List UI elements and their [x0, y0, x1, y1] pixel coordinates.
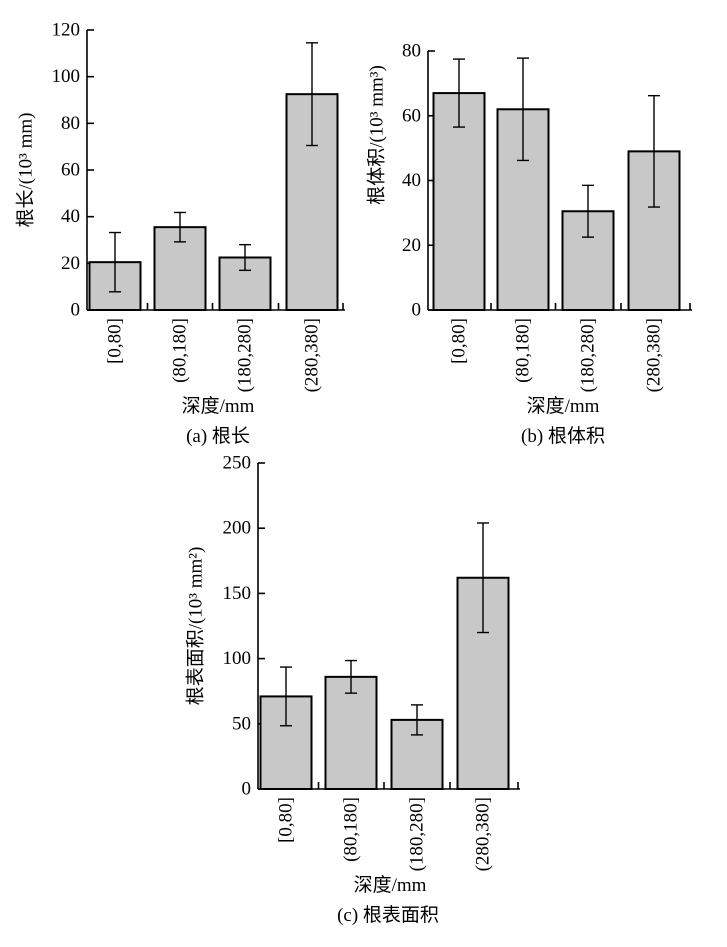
y-tick-label-a: 40	[61, 206, 80, 227]
y-tick-label-c: 50	[232, 713, 251, 734]
x-tick-label-c-1: (80,180]	[341, 797, 362, 862]
caption-b: (b) 根体积	[521, 425, 605, 447]
y-axis-label-b: 根体积/(10³ mm³)	[365, 65, 387, 205]
x-tick-label-a-2: (180,280]	[235, 318, 256, 392]
x-axis-label-c: 深度/mm	[354, 874, 427, 896]
panel-c-root-surface-area: 根表面积/(10³ mm²) 深度/mm (c) 根表面积 0 50 100 150 2…	[184, 453, 520, 926]
y-tick-label-c: 150	[223, 583, 252, 604]
bar-b-0	[432, 92, 486, 312]
y-tick-label-b: 0	[412, 300, 422, 321]
x-tick-label-c-2: (180,280]	[407, 797, 428, 871]
x-axis-label-b: 深度/mm	[527, 395, 600, 417]
y-tick-label-c: 250	[223, 453, 252, 474]
y-tick-label-a: 60	[61, 160, 80, 181]
caption-a: (a) 根长	[186, 425, 250, 447]
y-tick-label-a: 100	[52, 66, 81, 87]
y-tick-label-a: 0	[71, 300, 81, 321]
x-tick-label-c-3: (280,380]	[473, 797, 494, 871]
x-tick-label-a-3: (280,380]	[302, 318, 323, 392]
x-tick-label-c-0: [0,80]	[276, 797, 297, 843]
bar-c-1	[324, 675, 378, 791]
y-tick-label-c: 200	[223, 518, 252, 539]
caption-c: (c) 根表面积	[337, 904, 439, 926]
y-tick-label-b: 40	[402, 170, 421, 191]
y-tick-label-c: 100	[223, 648, 252, 669]
y-tick-label-a: 120	[52, 20, 81, 41]
y-tick-label-b: 60	[402, 105, 421, 126]
x-tick-label-b-3: (280,380]	[644, 318, 665, 392]
x-tick-label-a-1: (80,180]	[170, 318, 191, 383]
x-tick-label-b-1: (80,180]	[513, 318, 534, 383]
y-tick-label-a: 20	[61, 253, 80, 274]
y-tick-label-a: 80	[61, 113, 80, 134]
y-axis-label-a: 根长/(10³ mm)	[14, 113, 36, 228]
y-tick-label-c: 0	[242, 779, 252, 800]
x-tick-label-b-0: [0,80]	[449, 318, 470, 364]
y-axis-label-c: 根表面积/(10³ mm²)	[184, 547, 206, 706]
panel-a-root-length: 根长/(10³ mm) 深度/mm (a) 根长 0 20 40 60 80 100 120…	[14, 20, 345, 447]
x-tick-label-b-2: (180,280]	[578, 318, 599, 392]
x-axis-label-a: 深度/mm	[182, 395, 255, 417]
y-tick-label-b: 20	[402, 235, 421, 256]
panel-b-root-volume: 根体积/(10³ mm³) 深度/mm (b) 根体积 0 20 40 60 80 [0,…	[365, 41, 692, 447]
y-tick-label-b: 80	[402, 41, 421, 62]
x-tick-label-a-0: [0,80]	[105, 318, 126, 364]
